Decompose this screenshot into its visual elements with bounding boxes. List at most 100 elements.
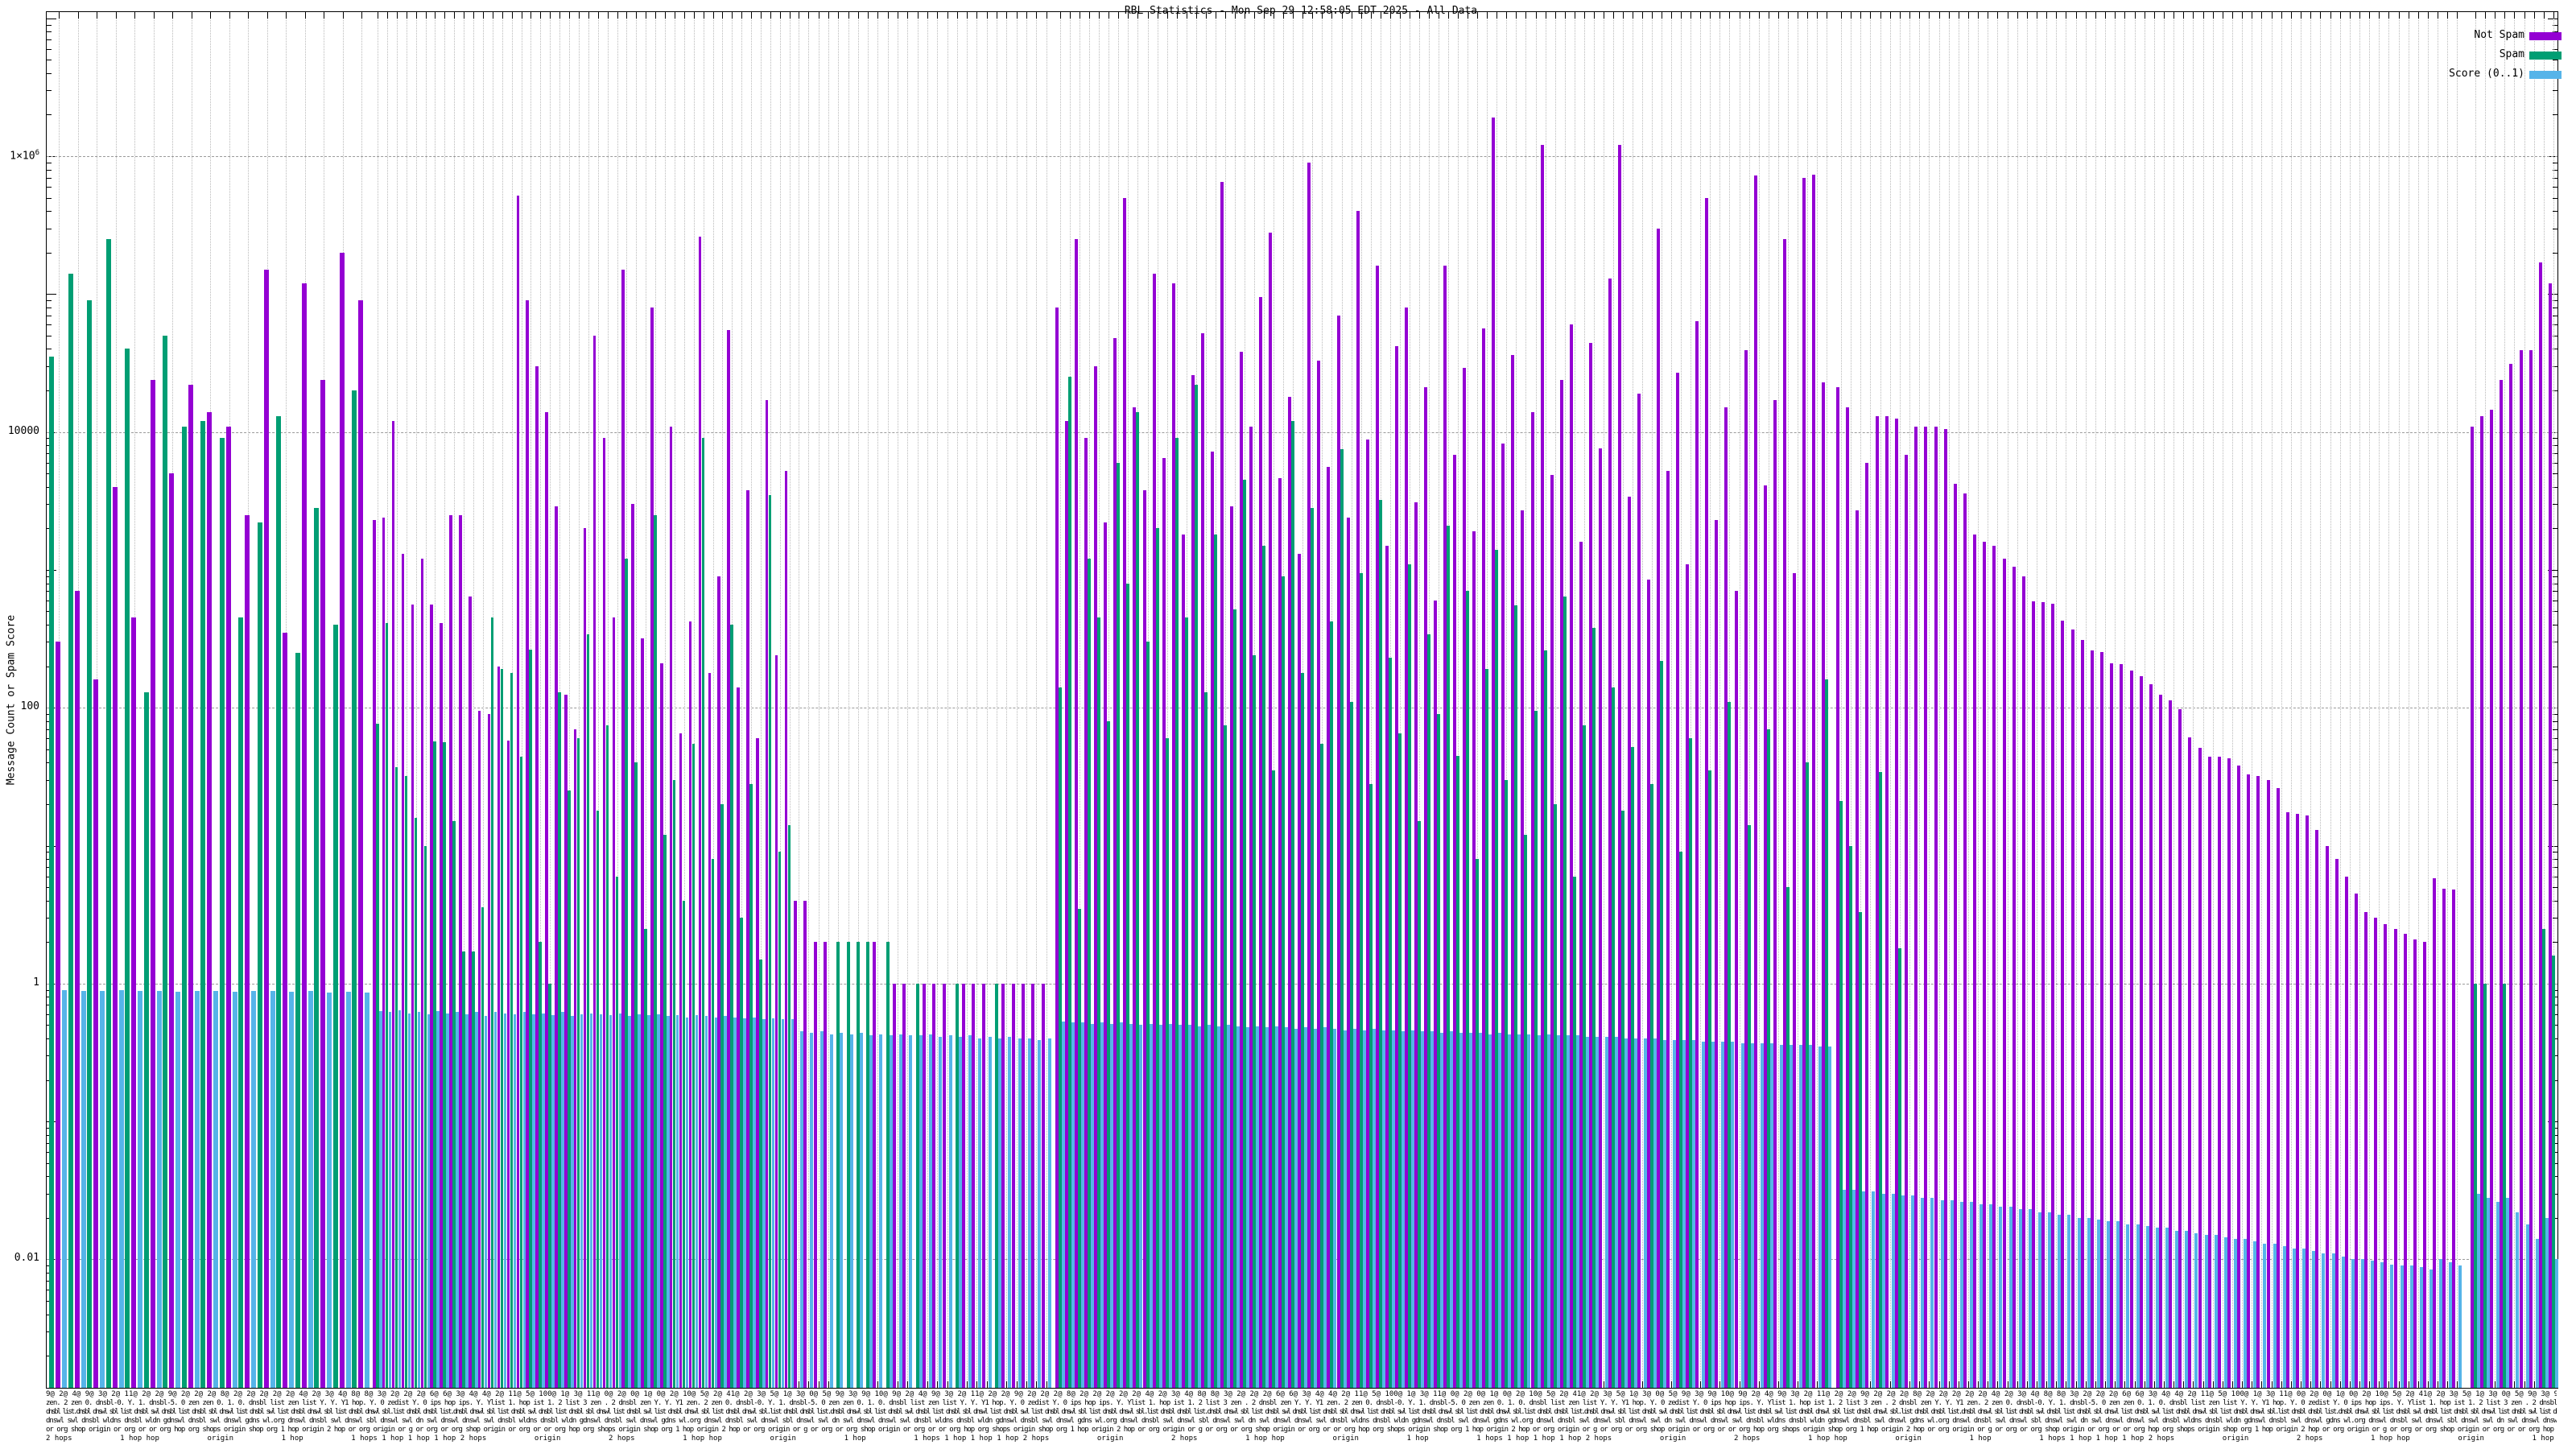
bar-score bbox=[1275, 1026, 1279, 1388]
x-gridline bbox=[2232, 12, 2233, 1388]
bar-notspam bbox=[1836, 387, 1839, 1388]
y-minor-tick bbox=[47, 187, 52, 188]
x-top-tick bbox=[868, 12, 869, 19]
bar-notspam bbox=[1346, 517, 1350, 1388]
bar-notspam bbox=[2198, 748, 2202, 1388]
y-gridline bbox=[47, 156, 2557, 157]
bar-notspam bbox=[2247, 774, 2251, 1388]
y-minor-tick bbox=[2553, 591, 2557, 592]
bar-spam bbox=[644, 928, 647, 1388]
bar-score bbox=[456, 1012, 459, 1388]
x-top-tick bbox=[550, 12, 551, 19]
x-top-tick bbox=[2026, 12, 2028, 19]
bar-notspam bbox=[1763, 485, 1767, 1388]
bar-spam bbox=[768, 494, 772, 1388]
x-top-tick bbox=[2163, 12, 2165, 19]
bar-spam bbox=[634, 762, 638, 1388]
x-top-tick bbox=[2056, 12, 2058, 19]
y-minor-tick bbox=[2553, 390, 2557, 391]
bar-score bbox=[571, 1016, 574, 1388]
bar-notspam bbox=[2548, 283, 2552, 1388]
bar-notspam bbox=[301, 283, 307, 1388]
y-minor-tick bbox=[47, 324, 52, 326]
x-gridline bbox=[956, 12, 958, 1388]
x-top-tick bbox=[937, 12, 939, 19]
bar-score bbox=[1614, 1037, 1618, 1388]
bar-notspam bbox=[487, 714, 491, 1388]
x-top-tick bbox=[304, 12, 306, 19]
y-minor-tick bbox=[2553, 1193, 2557, 1195]
bar-score bbox=[889, 1035, 893, 1388]
y-minor-tick bbox=[2553, 90, 2557, 92]
bar-notspam bbox=[2285, 811, 2289, 1388]
x-top-tick bbox=[848, 12, 849, 19]
bar-notspam bbox=[1011, 983, 1015, 1388]
bar-notspam bbox=[1628, 496, 1631, 1388]
bar-spam bbox=[1078, 908, 1082, 1388]
y-minor-tick bbox=[2553, 918, 2557, 919]
bar-score bbox=[2018, 1209, 2022, 1388]
x-gridline bbox=[540, 12, 542, 1388]
bar-spam bbox=[276, 416, 281, 1388]
bar-score bbox=[1168, 1023, 1172, 1388]
y-minor-tick bbox=[2553, 576, 2557, 577]
bar-notspam bbox=[1434, 600, 1437, 1388]
bar-spam bbox=[529, 649, 532, 1388]
bar-score bbox=[1731, 1041, 1735, 1388]
x-bottom-tick bbox=[976, 1381, 978, 1388]
bar-notspam bbox=[1885, 416, 1889, 1388]
bar-notspam bbox=[1894, 419, 1898, 1388]
x-bottom-tick bbox=[1671, 1381, 1673, 1388]
y-minor-tick bbox=[2553, 1127, 2557, 1129]
x-top-tick bbox=[1671, 12, 1673, 19]
bar-score bbox=[1872, 1191, 1876, 1388]
bar-spam bbox=[596, 810, 600, 1388]
bar-score bbox=[2204, 1235, 2208, 1388]
x-gridline bbox=[722, 12, 724, 1388]
y-minor-tick bbox=[47, 24, 52, 26]
y-minor-tick bbox=[2553, 738, 2557, 740]
bar-score bbox=[1246, 1027, 1249, 1388]
bar-score bbox=[1149, 1023, 1153, 1388]
x-bottom-tick bbox=[1719, 1381, 1721, 1388]
x-top-tick bbox=[956, 12, 958, 19]
bar-spam bbox=[1785, 887, 1790, 1388]
x-gridline bbox=[2026, 12, 2028, 1388]
x-gridline bbox=[1806, 12, 1808, 1388]
bar-score bbox=[618, 1013, 622, 1388]
x-gridline bbox=[2359, 12, 2360, 1388]
bar-score bbox=[1585, 1037, 1589, 1388]
bar-spam bbox=[1146, 642, 1150, 1388]
bar-notspam bbox=[1559, 379, 1563, 1388]
bar-score bbox=[465, 1013, 469, 1388]
bar-score bbox=[599, 1013, 603, 1388]
bar-notspam bbox=[150, 379, 155, 1388]
bar-score bbox=[1750, 1042, 1754, 1388]
bar-notspam bbox=[2041, 602, 2046, 1388]
bar-notspam bbox=[972, 983, 976, 1388]
x-gridline bbox=[1787, 12, 1789, 1388]
bar-score bbox=[2545, 1217, 2549, 1388]
bar-score bbox=[939, 1037, 943, 1388]
bar-notspam bbox=[2129, 671, 2133, 1388]
x-top-tick bbox=[1331, 12, 1333, 19]
bar-score bbox=[1459, 1032, 1463, 1388]
x-gridline bbox=[2134, 12, 2136, 1388]
bar-score bbox=[1682, 1039, 1686, 1388]
bar-notspam bbox=[2032, 601, 2035, 1388]
y-major-tick bbox=[2548, 845, 2557, 847]
bar-score bbox=[327, 993, 332, 1388]
bar-score bbox=[1692, 1039, 1696, 1388]
x-top-tick bbox=[1777, 12, 1779, 19]
bar-notspam bbox=[1453, 455, 1456, 1388]
bar-score bbox=[1091, 1023, 1095, 1388]
x-top-tick bbox=[1841, 12, 1842, 19]
bar-score bbox=[1294, 1028, 1298, 1388]
x-bottom-tick bbox=[2134, 1381, 2136, 1388]
x-gridline bbox=[1978, 12, 1979, 1388]
x-top-tick bbox=[1622, 12, 1624, 19]
bar-notspam bbox=[1753, 175, 1757, 1388]
x-gridline bbox=[396, 12, 398, 1388]
bar-notspam bbox=[1123, 197, 1127, 1388]
bar-notspam bbox=[1152, 274, 1156, 1388]
